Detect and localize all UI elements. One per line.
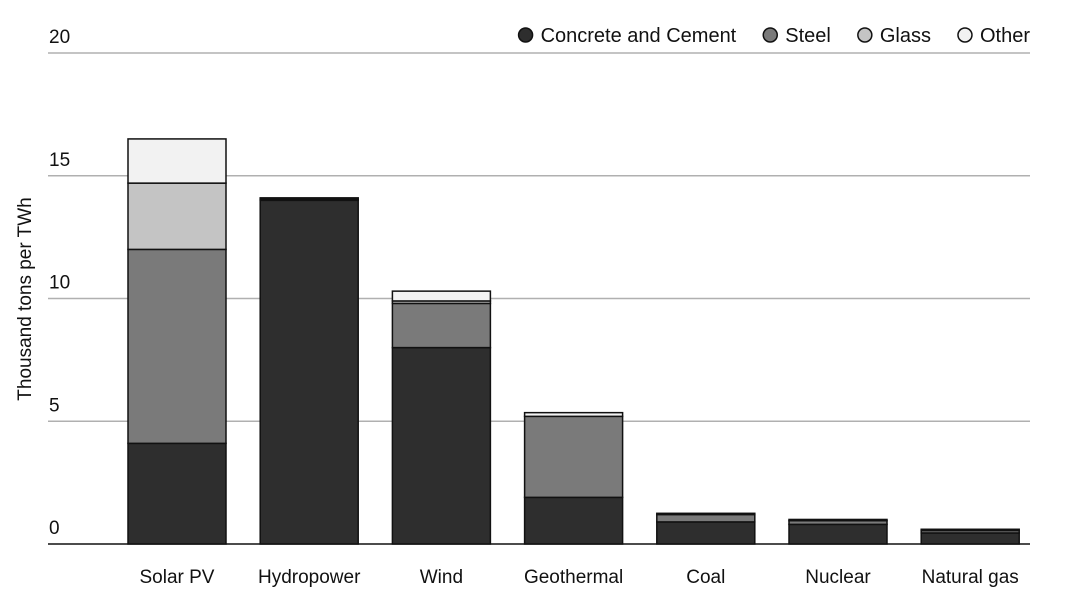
y-tick-label: 20 bbox=[49, 27, 70, 48]
bar-stack bbox=[127, 138, 227, 545]
bar-segment bbox=[259, 199, 359, 545]
x-category-label: Coal bbox=[686, 567, 725, 588]
y-axis-ticks: 0 5 10 15 20 bbox=[49, 27, 70, 539]
legend-marker bbox=[762, 27, 778, 43]
bar-segment bbox=[391, 302, 492, 349]
x-category-label: Nuclear bbox=[805, 567, 871, 588]
bar-stack bbox=[920, 528, 1020, 545]
x-category-label: Natural gas bbox=[922, 567, 1019, 588]
bar-segment bbox=[127, 138, 227, 184]
legend-label: Steel bbox=[785, 25, 831, 47]
x-category-label: Hydropower bbox=[258, 567, 361, 588]
legend-label: Concrete and Cement bbox=[541, 25, 737, 47]
bar-segment bbox=[656, 513, 756, 523]
x-axis-categories: Solar PV Hydropower Wind Geothermal Coal Nucl… bbox=[140, 567, 1019, 588]
x-category-label: Solar PV bbox=[140, 567, 215, 588]
x-category-label: Wind bbox=[420, 567, 463, 588]
y-tick-label: 0 bbox=[49, 518, 60, 539]
bar-segment bbox=[391, 290, 492, 302]
legend: Other Glass Steel Concrete and Cement bbox=[517, 25, 1030, 47]
bar-segment bbox=[788, 523, 888, 545]
y-tick-label: 15 bbox=[49, 150, 70, 171]
legend-marker bbox=[517, 27, 534, 43]
legend-label: Other bbox=[980, 25, 1030, 47]
y-tick-label: 5 bbox=[49, 395, 60, 416]
legend-marker bbox=[957, 27, 973, 43]
bar-segment bbox=[920, 528, 1020, 532]
bar-stack bbox=[656, 512, 756, 545]
bar-segment bbox=[656, 521, 756, 545]
y-axis-title: Thousand tons per TWh bbox=[15, 197, 36, 400]
bar-segment bbox=[523, 496, 624, 545]
bar-stack bbox=[391, 290, 492, 545]
bar-segment bbox=[259, 197, 359, 200]
y-tick-label: 10 bbox=[49, 273, 70, 294]
bar-segment bbox=[920, 532, 1020, 545]
bar-segment bbox=[127, 248, 227, 445]
bar-segment bbox=[656, 512, 756, 516]
bar-segment bbox=[523, 415, 624, 499]
bars bbox=[127, 138, 1020, 545]
bar-stack bbox=[523, 411, 624, 545]
bar-segment bbox=[523, 411, 624, 418]
bar-stack bbox=[259, 197, 359, 545]
legend-label: Glass bbox=[880, 25, 931, 47]
x-category-label: Geothermal bbox=[524, 567, 623, 588]
bar-segment bbox=[127, 182, 227, 251]
legend-marker bbox=[857, 27, 873, 43]
bar-stack bbox=[788, 518, 888, 545]
bar-segment bbox=[391, 346, 492, 545]
bar-segment bbox=[127, 442, 227, 545]
bar-segment bbox=[788, 518, 888, 522]
